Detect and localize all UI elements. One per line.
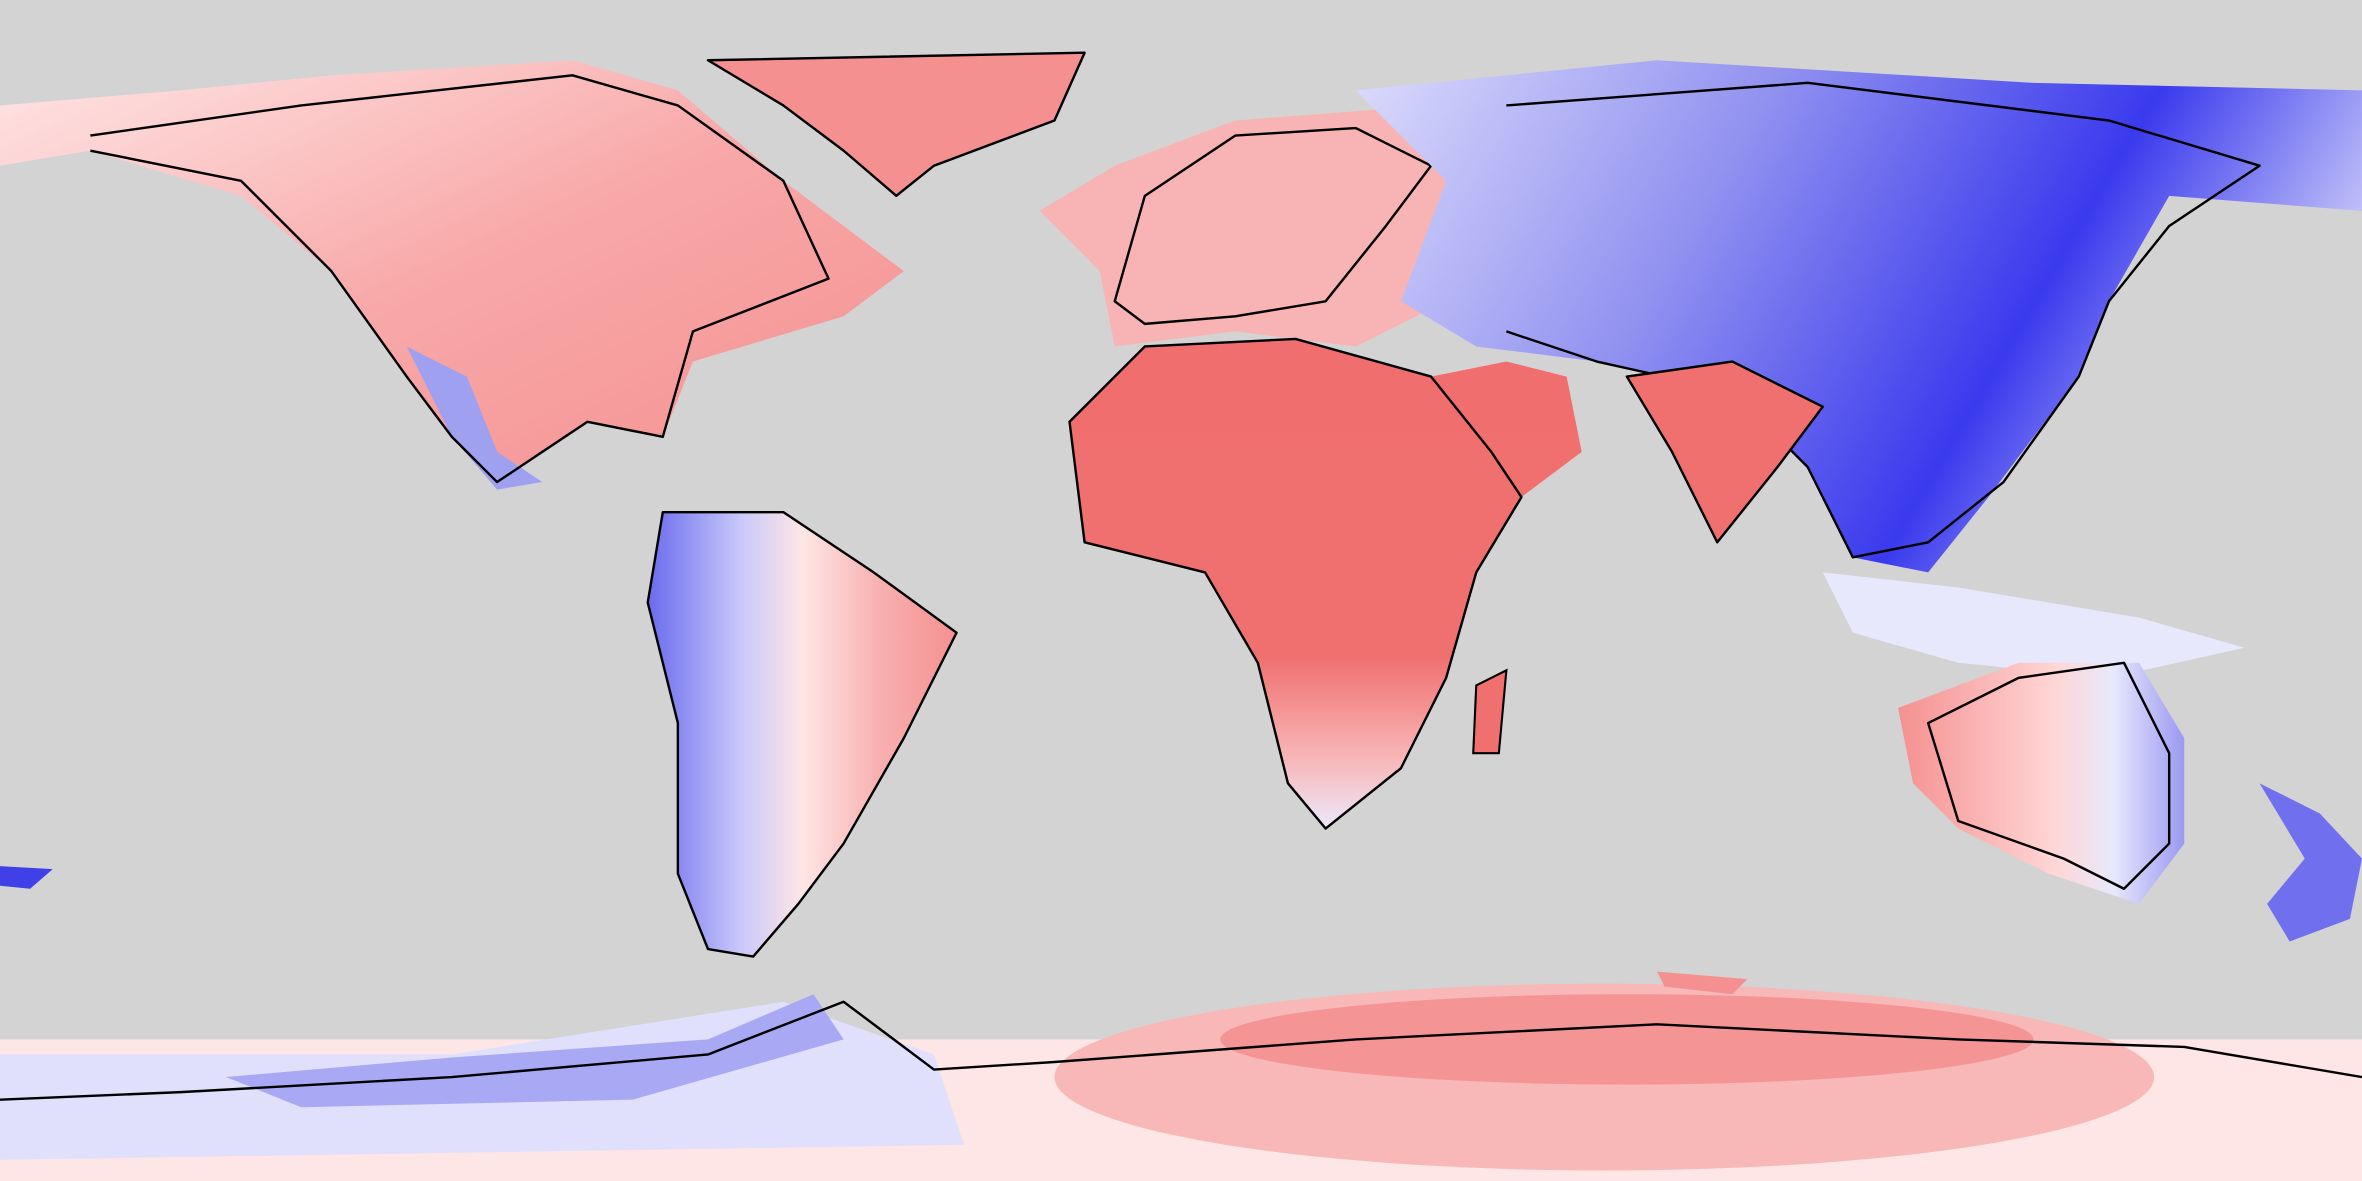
new-zealand bbox=[2259, 783, 2362, 942]
island-red bbox=[1657, 971, 1748, 995]
island-blue bbox=[0, 866, 53, 889]
coastline bbox=[1926, 661, 2171, 890]
coastline bbox=[1625, 360, 1824, 544]
coastline bbox=[646, 510, 958, 958]
north-america bbox=[0, 60, 904, 483]
india bbox=[1626, 361, 1823, 543]
coastline bbox=[1068, 337, 1523, 830]
antarctica-west-core bbox=[225, 994, 844, 1108]
mexico-cool bbox=[406, 346, 543, 490]
europe bbox=[1039, 105, 1477, 347]
coastline bbox=[1113, 126, 1433, 326]
africa bbox=[1069, 338, 1582, 829]
antarctica-east-core bbox=[1220, 994, 2034, 1085]
asia bbox=[1355, 60, 2362, 573]
coastline bbox=[0, 1000, 2362, 1101]
australia bbox=[1898, 662, 2185, 904]
coastline bbox=[90, 74, 830, 484]
greenland bbox=[707, 52, 1085, 196]
coastline bbox=[706, 51, 1086, 198]
southeast-asia bbox=[1822, 572, 2245, 678]
madagascar bbox=[1472, 668, 1508, 755]
south-america bbox=[647, 512, 957, 957]
